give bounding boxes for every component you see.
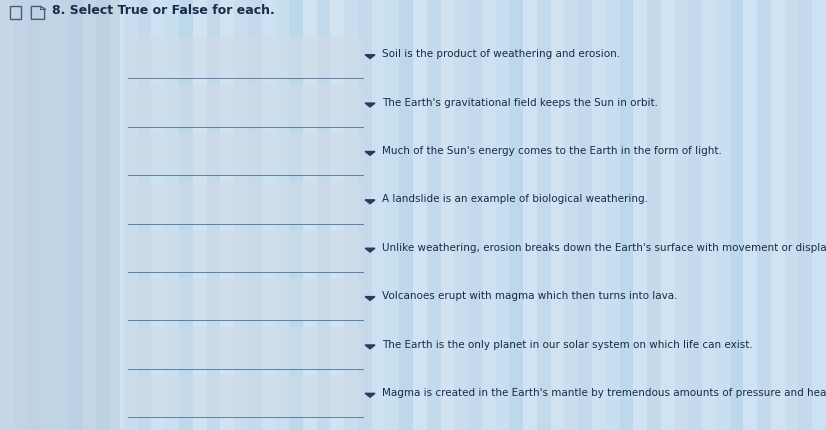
Bar (179, 0, 192, 430)
Bar (330, 0, 344, 430)
Bar (165, 0, 179, 430)
Bar (14, 0, 27, 430)
Text: Soil is the product of weathering and erosion.: Soil is the product of weathering and er… (382, 49, 620, 59)
Text: A landslide is an example of biological weathering.: A landslide is an example of biological … (382, 194, 648, 204)
Bar (110, 0, 124, 430)
Bar (55, 0, 69, 430)
Bar (262, 0, 275, 430)
Bar (413, 0, 427, 430)
Bar (620, 0, 634, 430)
Bar (647, 0, 661, 430)
Bar (41, 0, 55, 430)
Bar (482, 0, 496, 430)
Bar (812, 0, 826, 430)
Bar (128, 327, 363, 369)
Bar (128, 85, 363, 127)
Polygon shape (365, 248, 375, 252)
Bar (468, 0, 482, 430)
Bar (592, 0, 605, 430)
Text: Magma is created in the Earth's mantle by tremendous amounts of pressure and hea: Magma is created in the Earth's mantle b… (382, 388, 826, 398)
Bar (289, 0, 303, 430)
Bar (799, 0, 812, 430)
Bar (785, 0, 799, 430)
Bar (688, 0, 702, 430)
Polygon shape (365, 393, 375, 397)
Bar (771, 0, 785, 430)
Bar (316, 0, 330, 430)
Text: 8. Select True or False for each.: 8. Select True or False for each. (52, 4, 275, 17)
Bar (372, 0, 386, 430)
Bar (454, 0, 468, 430)
Bar (97, 0, 110, 430)
Bar (128, 133, 363, 175)
Bar (69, 0, 83, 430)
Bar (605, 0, 620, 430)
Bar (151, 0, 165, 430)
Bar (729, 0, 743, 430)
Bar (358, 0, 372, 430)
Bar (344, 0, 358, 430)
Bar (634, 0, 647, 430)
Polygon shape (365, 151, 375, 155)
Bar (0, 0, 120, 430)
Polygon shape (365, 55, 375, 58)
Polygon shape (365, 200, 375, 204)
Bar (440, 0, 454, 430)
Bar (192, 0, 206, 430)
Bar (716, 0, 729, 430)
Bar (128, 375, 363, 417)
Bar (510, 0, 523, 430)
Bar (124, 0, 138, 430)
Bar (551, 0, 564, 430)
Bar (578, 0, 592, 430)
Polygon shape (365, 297, 375, 301)
Bar (128, 230, 363, 272)
Bar (537, 0, 551, 430)
Bar (702, 0, 716, 430)
Bar (221, 0, 234, 430)
Bar (138, 0, 151, 430)
Bar (496, 0, 510, 430)
Bar (303, 0, 316, 430)
Bar (661, 0, 675, 430)
Bar (743, 0, 757, 430)
Text: The Earth is the only planet in our solar system on which life can exist.: The Earth is the only planet in our sola… (382, 340, 752, 350)
Bar (27, 0, 41, 430)
Polygon shape (365, 103, 375, 107)
Bar (128, 37, 363, 79)
Bar (427, 0, 440, 430)
Text: Unlike weathering, erosion breaks down the Earth's surface with movement or disp: Unlike weathering, erosion breaks down t… (382, 243, 826, 253)
Bar (248, 0, 262, 430)
Bar (523, 0, 537, 430)
Bar (128, 181, 363, 224)
Text: Much of the Sun's energy comes to the Earth in the form of light.: Much of the Sun's energy comes to the Ea… (382, 146, 721, 156)
Text: The Earth's gravitational field keeps the Sun in orbit.: The Earth's gravitational field keeps th… (382, 98, 657, 108)
Bar (128, 279, 363, 320)
Bar (275, 0, 289, 430)
Polygon shape (365, 345, 375, 349)
Text: Volcanoes erupt with magma which then turns into lava.: Volcanoes erupt with magma which then tu… (382, 291, 677, 301)
Bar (757, 0, 771, 430)
Bar (206, 0, 221, 430)
Bar (399, 0, 413, 430)
Bar (83, 0, 97, 430)
Bar (234, 0, 248, 430)
Bar (386, 0, 399, 430)
Bar (675, 0, 688, 430)
Bar (564, 0, 578, 430)
Bar (0, 0, 14, 430)
